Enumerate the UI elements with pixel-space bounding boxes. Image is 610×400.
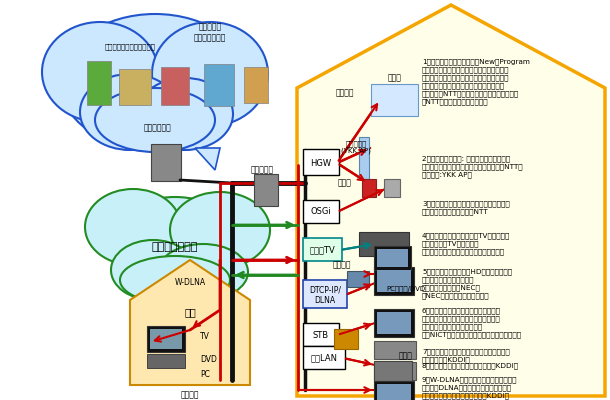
Text: 窓、住設備: 窓、住設備 — [345, 140, 367, 147]
Text: TV: TV — [200, 332, 210, 341]
FancyBboxPatch shape — [359, 232, 409, 256]
FancyBboxPatch shape — [377, 270, 411, 292]
Polygon shape — [297, 5, 605, 396]
FancyBboxPatch shape — [303, 149, 339, 175]
Ellipse shape — [120, 256, 230, 304]
FancyBboxPatch shape — [147, 354, 185, 368]
FancyBboxPatch shape — [384, 179, 400, 197]
Text: 7　同軸ケーブルを活用した宅内ネットワー
　クの実現（KDDI）: 7 同軸ケーブルを活用した宅内ネットワー クの実現（KDDI） — [422, 348, 510, 363]
Text: お風呂: お風呂 — [388, 73, 402, 82]
FancyBboxPatch shape — [161, 67, 189, 105]
Ellipse shape — [42, 22, 158, 122]
FancyBboxPatch shape — [303, 280, 347, 308]
FancyBboxPatch shape — [359, 137, 369, 179]
FancyBboxPatch shape — [334, 329, 358, 349]
Text: PC: PC — [200, 370, 210, 379]
Text: HGW: HGW — [310, 158, 332, 168]
Text: 3　自治体向けのアプリケーション（住民の
　安否確認等の情報収集）NTT: 3 自治体向けのアプリケーション（住民の 安否確認等の情報収集）NTT — [422, 200, 510, 215]
Ellipse shape — [170, 192, 270, 268]
FancyBboxPatch shape — [87, 61, 111, 105]
Text: ネットTV: ネットTV — [309, 246, 335, 254]
Polygon shape — [130, 260, 250, 385]
Polygon shape — [195, 148, 220, 170]
FancyBboxPatch shape — [374, 309, 414, 337]
Ellipse shape — [95, 88, 215, 152]
Text: W-DLNA: W-DLNA — [174, 278, 206, 287]
FancyBboxPatch shape — [374, 267, 414, 295]
FancyBboxPatch shape — [151, 144, 181, 181]
Ellipse shape — [152, 22, 268, 126]
FancyBboxPatch shape — [371, 84, 418, 116]
FancyBboxPatch shape — [244, 67, 268, 103]
Text: カメラ: カメラ — [399, 351, 413, 360]
Ellipse shape — [110, 197, 240, 287]
FancyBboxPatch shape — [204, 64, 234, 106]
Text: PCサーバ/DVD: PCサーバ/DVD — [387, 285, 426, 292]
FancyBboxPatch shape — [303, 346, 345, 369]
FancyBboxPatch shape — [147, 326, 185, 352]
Text: 4　印刷機能対応のデジタルTVとプリンタ
　を接続し、TVからの印刷
　（松下、セイコーエプソン、キヤノン）: 4 印刷機能対応のデジタルTVとプリンタ を接続し、TVからの印刷 （松下、セイ… — [422, 232, 511, 255]
FancyBboxPatch shape — [150, 329, 182, 349]
Text: コンテンツ
サービス事業者: コンテンツ サービス事業者 — [194, 22, 226, 42]
Text: DTCP-IP/
DLNA: DTCP-IP/ DLNA — [309, 285, 341, 305]
Text: 携帯電話: 携帯電話 — [181, 390, 199, 399]
FancyBboxPatch shape — [374, 381, 414, 400]
Text: 6　利用者の意図や行動に合わせた伝送
　手段を提供するための、家庭内複合通
　信路構築に向けての基礎検討
　（NICT、三菱電機、オープンラボ協議会等）: 6 利用者の意図や行動に合わせた伝送 手段を提供するための、家庭内複合通 信路構… — [422, 307, 522, 338]
Text: 香り機器: 香り機器 — [336, 88, 354, 97]
Text: 無線LAN: 無線LAN — [310, 354, 337, 362]
Text: （東京ガス）自治体・役場: （東京ガス）自治体・役場 — [105, 43, 156, 50]
Text: 8　携帯電話による宅内制御・監視（KDDI）: 8 携帯電話による宅内制御・監視（KDDI） — [422, 362, 519, 369]
FancyBboxPatch shape — [347, 271, 369, 287]
Text: DVD: DVD — [200, 355, 217, 364]
FancyBboxPatch shape — [374, 361, 412, 381]
FancyBboxPatch shape — [119, 69, 151, 105]
FancyBboxPatch shape — [377, 249, 408, 267]
Text: 通信キャリア: 通信キャリア — [143, 123, 171, 132]
Ellipse shape — [111, 240, 195, 300]
Ellipse shape — [137, 78, 233, 150]
FancyBboxPatch shape — [374, 246, 411, 270]
Text: センサ: センサ — [338, 178, 352, 187]
Text: 別宅: 別宅 — [184, 307, 196, 317]
FancyBboxPatch shape — [377, 384, 411, 400]
Text: STB: STB — [313, 330, 329, 340]
Text: 蓄積サーバ: 蓄積サーバ — [251, 166, 273, 174]
Text: インターネット: インターネット — [152, 242, 198, 252]
Ellipse shape — [60, 14, 250, 150]
FancyBboxPatch shape — [377, 312, 411, 334]
Text: 1　浴室で五感にうったえるNew浴Program
　を提供し、ガス器具、照明、香り、映像、
　音楽を自動的に調節し、リラックス、要音
　などユーザが求める様様に: 1 浴室で五感にうったえるNew浴Program を提供し、ガス器具、照明、香り… — [422, 58, 530, 105]
Text: 5　著作権保護が必要なHDデジタルコンテ
　ンツを安全に簡便に転送
　（東芝、ソニー、NEC、
　NECパーソナルプロダクツ）: 5 著作権保護が必要なHDデジタルコンテ ンツを安全に簡便に転送 （東芝、ソニー… — [422, 268, 512, 299]
FancyBboxPatch shape — [374, 362, 416, 380]
Ellipse shape — [158, 244, 248, 300]
Text: 9　W-DLNA技術により出先の携帯電話と
　宅内のDLNA情報家電間相互接続並びに
　宅内－宅内間相互接続の実現（KDDI）: 9 W-DLNA技術により出先の携帯電話と 宅内のDLNA情報家電間相互接続並び… — [422, 376, 517, 399]
Ellipse shape — [80, 74, 180, 150]
Ellipse shape — [85, 189, 181, 265]
Text: (YKK AP): (YKK AP) — [341, 148, 371, 154]
FancyBboxPatch shape — [254, 174, 278, 206]
Text: 2　快適住空間制御: 気温、温度、湿等のパ
　ラメータにより窓の開閉、住設備制御（NTT）
　（協力:YKK AP）: 2 快適住空間制御: 気温、温度、湿等のパ ラメータにより窓の開閉、住設備制御（… — [422, 155, 523, 178]
FancyBboxPatch shape — [303, 200, 339, 223]
FancyBboxPatch shape — [374, 341, 416, 359]
Text: ルータ等: ルータ等 — [332, 260, 351, 269]
FancyBboxPatch shape — [362, 179, 376, 197]
FancyBboxPatch shape — [303, 323, 339, 346]
Text: OSGi: OSGi — [310, 208, 331, 216]
FancyBboxPatch shape — [303, 238, 342, 261]
